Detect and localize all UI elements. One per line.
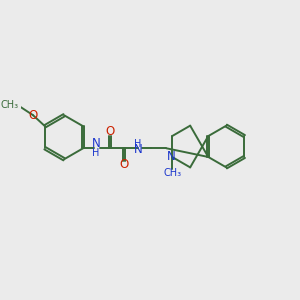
Text: O: O xyxy=(105,125,114,138)
Text: N: N xyxy=(92,137,100,150)
Text: H: H xyxy=(92,148,100,158)
Text: CH₃: CH₃ xyxy=(0,100,18,110)
Text: O: O xyxy=(119,158,129,171)
Text: N: N xyxy=(167,151,175,164)
Text: O: O xyxy=(28,109,38,122)
Text: CH₃: CH₃ xyxy=(163,168,181,178)
Text: H: H xyxy=(134,139,142,148)
Text: N: N xyxy=(134,143,142,156)
